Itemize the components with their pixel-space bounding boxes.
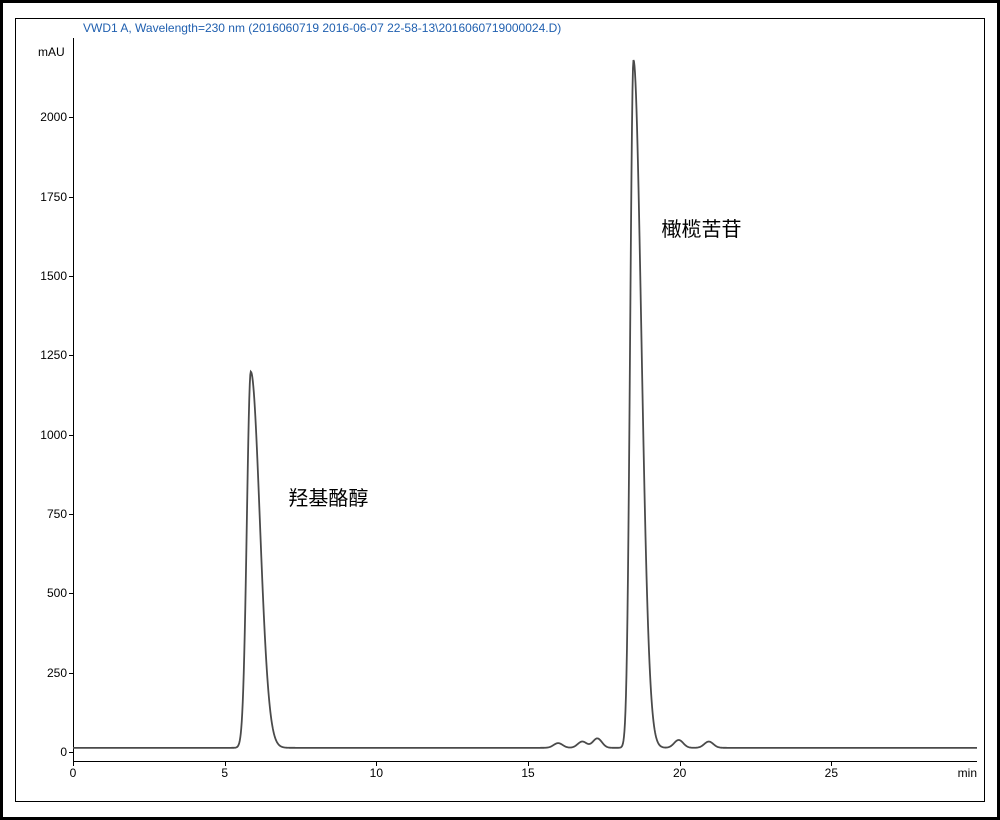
xtick-label: 20 xyxy=(673,766,686,780)
ytick-label: 1500 xyxy=(27,269,67,283)
ytick-mark xyxy=(69,514,73,515)
xtick-mark xyxy=(680,762,681,766)
xtick-label: 5 xyxy=(221,766,228,780)
ytick-mark xyxy=(69,117,73,118)
chart-header: VWD1 A, Wavelength=230 nm (2016060719 20… xyxy=(83,21,561,35)
ytick-mark xyxy=(69,276,73,277)
chart-outer-frame: VWD1 A, Wavelength=230 nm (2016060719 20… xyxy=(0,0,1000,820)
ytick-label: 1750 xyxy=(27,190,67,204)
chromatogram-trace xyxy=(73,60,977,748)
xtick-mark xyxy=(225,762,226,766)
plot-area: min 025050075010001250150017502000051015… xyxy=(73,38,977,762)
ytick-mark xyxy=(69,355,73,356)
ytick-label: 500 xyxy=(27,586,67,600)
ytick-mark xyxy=(69,435,73,436)
peak-label: 橄榄苦苷 xyxy=(661,213,741,242)
xtick-mark xyxy=(376,762,377,766)
chromatogram-line xyxy=(73,38,977,762)
xtick-label: 25 xyxy=(825,766,838,780)
ytick-label: 250 xyxy=(27,666,67,680)
ytick-mark xyxy=(69,673,73,674)
ytick-mark xyxy=(69,197,73,198)
xtick-mark xyxy=(831,762,832,766)
ytick-label: 0 xyxy=(27,745,67,759)
xtick-mark xyxy=(528,762,529,766)
xaxis-line xyxy=(73,761,977,762)
xtick-mark xyxy=(73,762,74,766)
xtick-label: 0 xyxy=(70,766,77,780)
xtick-label: 10 xyxy=(370,766,383,780)
yaxis-unit-label: mAU xyxy=(38,45,65,59)
ytick-label: 2000 xyxy=(27,110,67,124)
xtick-label: 15 xyxy=(521,766,534,780)
xaxis-unit-label: min xyxy=(958,766,977,780)
ytick-label: 750 xyxy=(27,507,67,521)
ytick-mark xyxy=(69,752,73,753)
peak-label: 羟基酪醇 xyxy=(288,482,368,511)
ytick-label: 1250 xyxy=(27,348,67,362)
ytick-label: 1000 xyxy=(27,428,67,442)
ytick-mark xyxy=(69,593,73,594)
